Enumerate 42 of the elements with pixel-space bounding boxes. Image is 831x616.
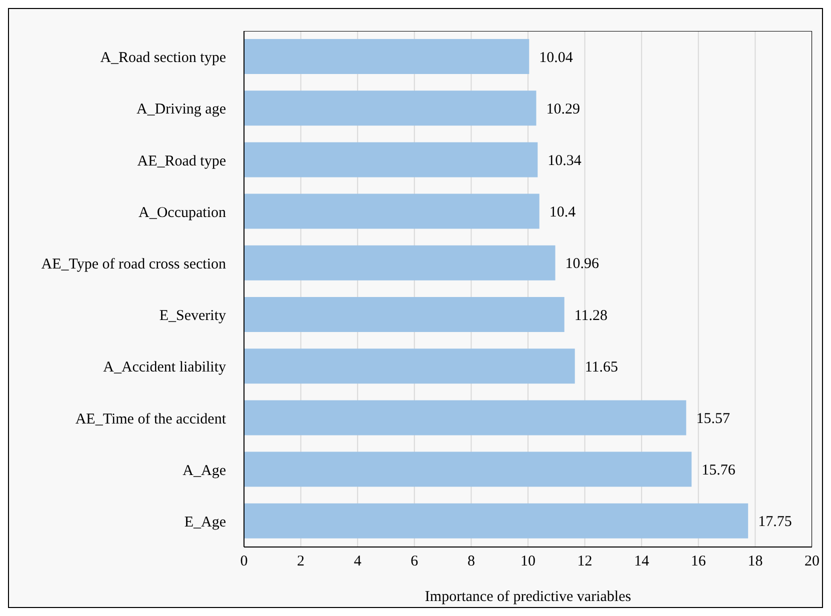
- bar: [244, 90, 536, 126]
- x-tick-label: 8: [467, 554, 475, 570]
- x-tick-label: 14: [634, 554, 650, 570]
- data-label: 10.34: [548, 153, 582, 170]
- y-tick-label: AE_Type of road cross section: [41, 256, 226, 273]
- data-label: 10.96: [565, 256, 600, 272]
- x-axis-title: Importance of predictive variables: [424, 589, 632, 605]
- data-label: 15.76: [702, 462, 736, 479]
- x-tick-label: 12: [577, 554, 592, 570]
- data-label: 11.65: [584, 359, 618, 376]
- bar: [244, 400, 686, 436]
- y-tick-label: A_Road section type: [100, 50, 226, 66]
- y-tick-label: A_Accident liability: [103, 360, 226, 376]
- bar: [244, 39, 530, 74]
- y-tick-label: A_Occupation: [138, 204, 226, 221]
- y-tick-label: E_Age: [184, 514, 226, 531]
- bar: [244, 503, 748, 538]
- x-tick-label: 16: [690, 554, 706, 570]
- data-label: 15.57: [696, 411, 730, 428]
- x-tick-label: 18: [748, 554, 763, 570]
- bar: [244, 245, 556, 280]
- bar: [244, 452, 692, 487]
- x-tick-label: 10: [520, 554, 536, 570]
- y-tick-label: AE_Time of the accident: [75, 411, 227, 428]
- data-label: 10.29: [546, 101, 580, 118]
- x-tick-label: 2: [297, 554, 305, 570]
- x-tick-label: 6: [410, 554, 419, 570]
- bar: [244, 194, 540, 229]
- y-tick-label: A_Age: [182, 462, 226, 479]
- x-tick-label: 0: [240, 554, 248, 570]
- data-label: 10.04: [539, 50, 574, 66]
- bar: [244, 142, 538, 178]
- y-tick-label: A_Driving age: [136, 102, 226, 118]
- data-label: 11.28: [574, 308, 608, 324]
- y-tick-label: E_Severity: [159, 308, 226, 324]
- bar: [244, 297, 564, 332]
- bar: [244, 348, 575, 384]
- data-label: 17.75: [758, 514, 792, 530]
- data-label: 10.4: [549, 204, 576, 221]
- x-tick-label: 20: [804, 554, 820, 570]
- y-tick-label: AE_Road type: [137, 153, 226, 170]
- x-tick-label: 4: [354, 554, 362, 570]
